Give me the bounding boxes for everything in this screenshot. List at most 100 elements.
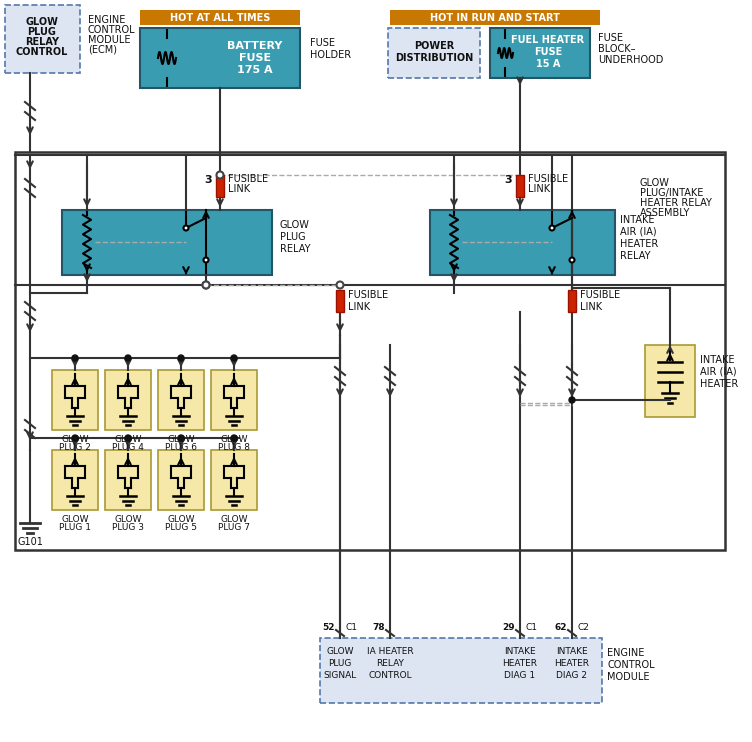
Text: PLUG 6: PLUG 6 [165,444,197,453]
Text: FUSE: FUSE [534,47,562,57]
Text: SIGNAL: SIGNAL [323,672,356,680]
Text: PLUG: PLUG [280,232,305,242]
Text: GLOW: GLOW [640,178,670,188]
Text: POWER: POWER [414,41,454,51]
Text: 175 A: 175 A [237,65,273,75]
Text: G101: G101 [17,537,43,547]
Text: DISTRIBUTION: DISTRIBUTION [395,53,473,63]
Circle shape [569,257,575,263]
Circle shape [183,226,189,231]
Text: C1: C1 [345,623,357,632]
Text: 29: 29 [502,623,515,632]
Bar [568,290,576,312]
Bar [140,28,300,88]
Text: IA HEATER: IA HEATER [367,648,414,657]
Bar [52,370,98,430]
Circle shape [204,257,208,263]
Circle shape [336,281,344,289]
Bar [430,210,615,275]
Text: GLOW: GLOW [220,514,247,524]
Bar [52,450,98,510]
Text: RELAY: RELAY [620,251,650,261]
Text: INTAKE: INTAKE [620,215,654,225]
Circle shape [202,281,210,289]
Text: 3: 3 [505,175,512,185]
Text: LINK: LINK [528,184,550,194]
Bar [140,10,300,25]
Text: INTAKE: INTAKE [700,355,735,365]
Circle shape [231,355,237,361]
Circle shape [125,355,131,361]
Text: C1: C1 [525,623,537,632]
Text: DIAG 1: DIAG 1 [505,672,535,680]
Bar [336,290,344,312]
Circle shape [202,281,210,289]
Text: GLOW: GLOW [280,220,310,230]
Bar [516,175,524,197]
Text: 15 A: 15 A [536,59,560,69]
Bar [490,28,590,78]
Text: HEATER: HEATER [502,660,538,669]
Text: HEATER: HEATER [620,239,658,249]
Text: DIAG 2: DIAG 2 [556,672,587,680]
Circle shape [550,226,554,231]
Text: C2: C2 [577,623,589,632]
Bar [158,450,204,510]
Text: FUSE: FUSE [239,53,271,63]
Text: 62: 62 [554,623,567,632]
Text: FUEL HEATER: FUEL HEATER [511,35,584,45]
Bar [15,152,725,550]
Text: GLOW: GLOW [114,514,141,524]
Bar [105,370,151,430]
Text: CONTROL: CONTROL [16,47,68,57]
Text: PLUG 8: PLUG 8 [218,444,250,453]
Bar [105,450,151,510]
Bar [211,450,257,510]
Bar [216,175,224,197]
Text: CONTROL: CONTROL [88,25,135,35]
Text: UNDERHOOD: UNDERHOOD [598,55,663,65]
Text: LINK: LINK [348,302,370,312]
Text: PLUG: PLUG [28,27,56,37]
Text: HEATER: HEATER [554,660,590,669]
Circle shape [72,355,78,361]
Bar [645,345,695,417]
Text: FUSIBLE: FUSIBLE [348,290,388,300]
Text: PLUG 4: PLUG 4 [112,444,144,453]
Text: (ECM): (ECM) [88,45,117,55]
Text: GLOW: GLOW [326,648,353,657]
Text: BATTERY: BATTERY [227,41,283,51]
Text: LINK: LINK [228,184,250,194]
Text: 78: 78 [372,623,385,632]
Bar [320,638,602,703]
Text: CONTROL: CONTROL [607,660,655,670]
Bar [211,370,257,430]
Circle shape [125,435,131,441]
Circle shape [72,435,78,441]
Circle shape [231,435,237,441]
Circle shape [569,397,575,403]
Text: PLUG 3: PLUG 3 [112,524,144,533]
Text: HEATER RELAY: HEATER RELAY [640,198,712,208]
Text: MODULE: MODULE [607,672,650,682]
Text: PLUG: PLUG [329,660,352,669]
Circle shape [217,171,223,179]
Text: INTAKE: INTAKE [556,648,588,657]
Bar [390,10,600,25]
Bar [158,370,204,430]
Text: HOLDER: HOLDER [310,50,351,60]
Text: RELAY: RELAY [280,244,311,254]
Text: GLOW: GLOW [220,435,247,444]
Text: GLOW: GLOW [61,514,89,524]
Text: MODULE: MODULE [88,35,131,45]
Bar [62,210,272,275]
Text: RELAY: RELAY [25,37,59,47]
Text: PLUG/INTAKE: PLUG/INTAKE [640,188,703,198]
Text: FUSE: FUSE [310,38,335,48]
Text: GLOW: GLOW [114,435,141,444]
Text: HOT AT ALL TIMES: HOT AT ALL TIMES [170,13,270,23]
Text: FUSIBLE: FUSIBLE [580,290,620,300]
Text: AIR (IA): AIR (IA) [620,227,656,237]
Circle shape [178,435,184,441]
Text: ENGINE: ENGINE [607,648,644,658]
